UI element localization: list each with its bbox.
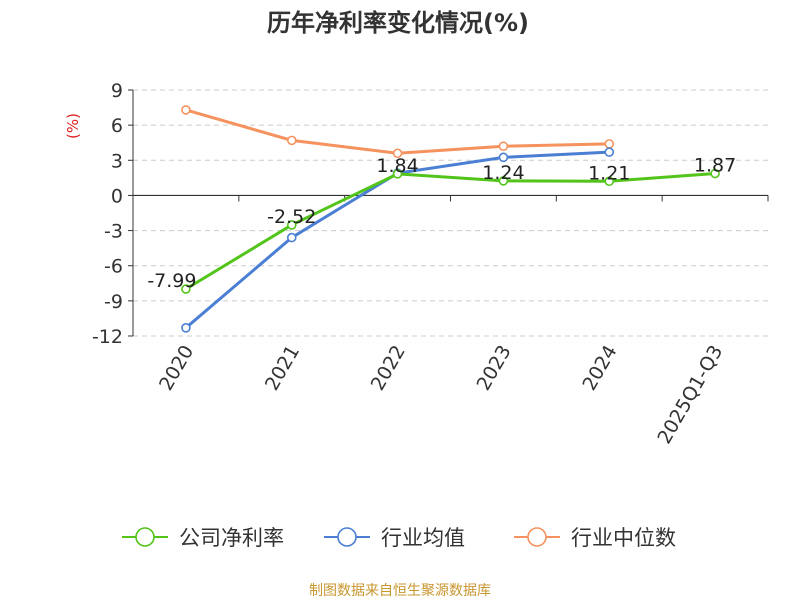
series-line	[185, 172, 716, 291]
data-point	[498, 176, 509, 186]
y-tick-label: 0	[111, 185, 123, 207]
y-tick-label: 6	[111, 115, 123, 137]
legend-label: 行业中位数	[571, 526, 676, 550]
data-point	[286, 135, 297, 146]
legend-marker-icon	[527, 527, 547, 547]
data-point	[181, 322, 191, 333]
data-point	[392, 169, 403, 179]
series-line	[185, 108, 610, 155]
data-point	[604, 147, 615, 157]
x-axis: 2020 2021 2022 2023 2024 2025Q1-Q3	[132, 194, 769, 448]
data-point	[604, 139, 615, 149]
data-label: 1.21	[588, 162, 630, 184]
data-label: 1.87	[694, 155, 736, 177]
series-lines	[181, 105, 720, 333]
data-point	[181, 105, 191, 115]
data-point	[498, 141, 509, 152]
legend-label: 行业均值	[381, 526, 465, 550]
chart-title: 历年净利率变化情况(%)	[267, 9, 529, 37]
y-tick-label: -6	[104, 256, 123, 278]
data-label: -2.52	[267, 206, 316, 228]
y-tick-label: -12	[92, 326, 123, 348]
y-axis-unit: (%)	[64, 113, 82, 139]
legend[interactable]: 公司净利率 行业均值 行业中位数	[122, 526, 676, 550]
x-tick-label: 2022	[367, 342, 410, 395]
data-label: 1.24	[482, 162, 524, 184]
x-tick-label: 2023	[473, 341, 516, 394]
y-axis: 9 6 3 0 -3 -6 -9 -12	[92, 80, 134, 348]
data-label: 1.84	[376, 155, 418, 177]
data-point	[286, 220, 297, 230]
data-point	[710, 168, 720, 179]
y-tick-label: 3	[111, 150, 123, 172]
legend-marker-icon	[337, 527, 357, 547]
legend-marker-icon	[135, 527, 155, 547]
x-tick-label: 2025Q1-Q3	[653, 342, 727, 448]
data-label: -7.99	[147, 270, 196, 292]
x-tick-label: 2021	[261, 342, 304, 395]
y-tick-label: -9	[104, 291, 123, 313]
y-tick-label: 9	[111, 80, 123, 102]
data-source-note: 制图数据来自恒生聚源数据库	[309, 583, 491, 599]
x-tick-label: 2024	[578, 342, 621, 395]
x-tick-label: 2020	[155, 342, 198, 395]
legend-label: 公司净利率	[179, 526, 284, 550]
grid-lines	[133, 89, 768, 337]
data-point	[604, 176, 615, 187]
data-point	[181, 284, 191, 294]
data-point	[392, 148, 403, 159]
y-tick-label: -3	[104, 221, 123, 243]
data-point	[286, 232, 297, 243]
data-point	[498, 152, 509, 163]
data-labels: -7.99 -2.52 1.84 1.24 1.21 1.87	[147, 155, 736, 293]
